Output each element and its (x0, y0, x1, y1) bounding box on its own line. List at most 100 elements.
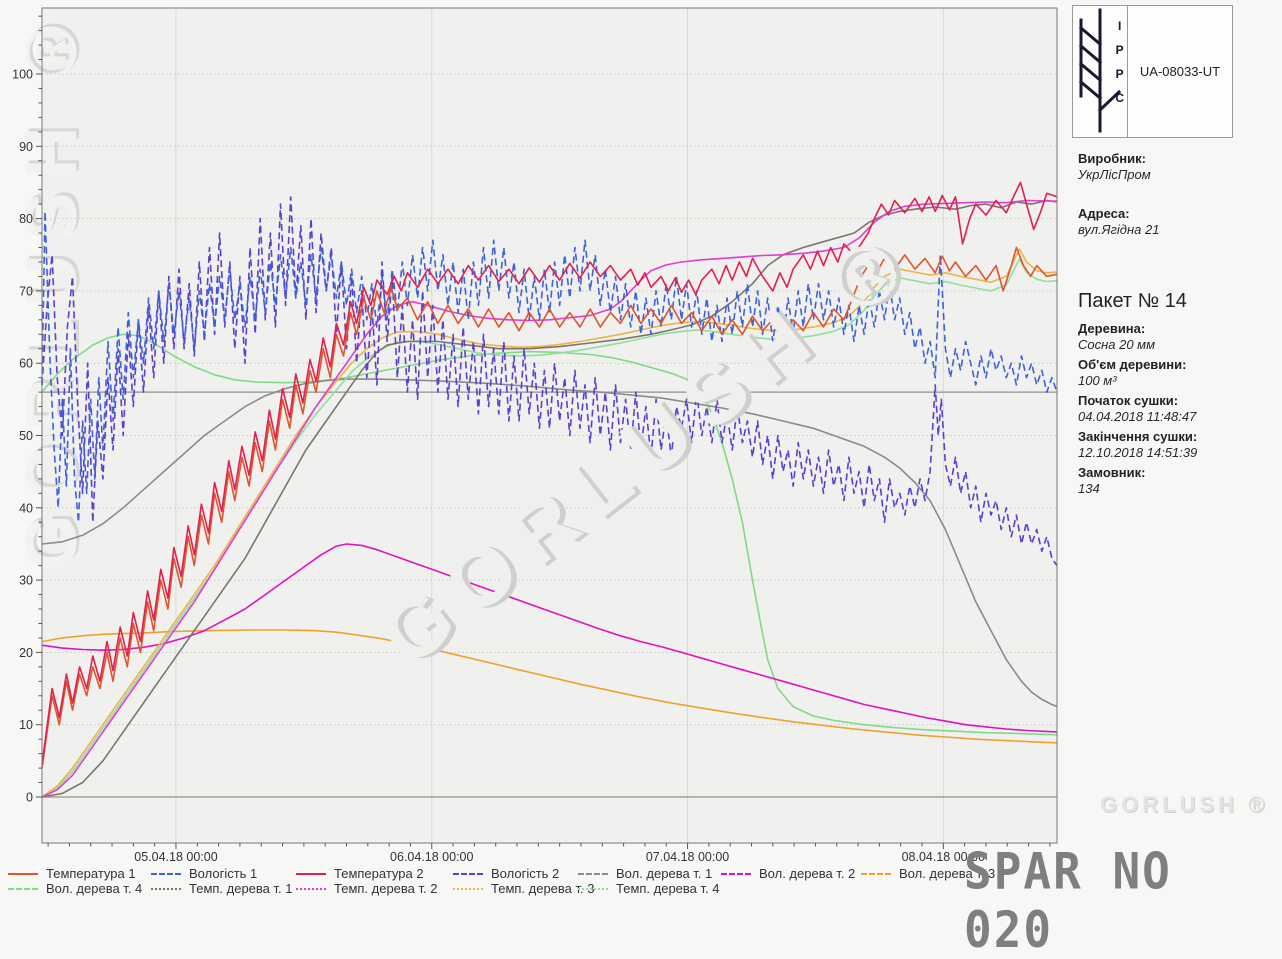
legend-swatch-hum2 (453, 872, 483, 875)
legend-label-hum2: Вологість 2 (491, 866, 560, 881)
x-tick-label: 07.04.18 00:00 (646, 850, 729, 864)
y-tick-label: 40 (19, 501, 33, 515)
legend-swatch-wm4 (8, 887, 38, 890)
legend-label-wt3: Темп. дерева т. 3 (491, 881, 595, 896)
legend-item-wm4: Вол. дерева т. 4 (8, 881, 151, 896)
legend-item-hum2: Вологість 2 (453, 866, 578, 881)
customer-value: 134 (1078, 481, 1100, 496)
legend-label-wt4: Темп. дерева т. 4 (616, 881, 720, 896)
address-value: вул.Ягідна 21 (1078, 222, 1160, 237)
y-tick-label: 90 (19, 140, 33, 154)
chart-legend: Температура 1 Вологість 1 Температура 2 Вол… (0, 866, 1068, 896)
device-display-code: SPAR NO 020 (964, 842, 1172, 959)
series-wt3-line (41, 248, 1058, 798)
ippc-letter: C (1115, 91, 1124, 105)
legend-swatch-temp1 (8, 872, 38, 875)
legend-swatch-wm2 (721, 872, 751, 875)
y-tick-label: 50 (19, 429, 33, 443)
ippc-letter: P (1115, 43, 1124, 57)
start-label: Початок сушки: (1078, 393, 1179, 408)
legend-item-temp1: Температура 1 (8, 866, 151, 881)
volume-label: Об'єм деревини: (1078, 357, 1187, 372)
legend-swatch-wm1 (578, 872, 608, 875)
legend-swatch-wt3 (453, 887, 483, 890)
legend-swatch-wt4 (578, 887, 608, 890)
legend-label-hum1: Вологість 1 (189, 866, 258, 881)
producer-label: Виробник: (1078, 151, 1146, 166)
legend-label-wm3: Вол. дерева т. 3 (899, 866, 996, 881)
x-tick-label: 06.04.18 00:00 (390, 850, 473, 864)
volume-block: Об'єм деревини: 100 м³ (1078, 357, 1186, 389)
plot-frame (41, 7, 1058, 844)
legend-label-temp1: Температура 1 (46, 866, 136, 881)
series-hum2-line (41, 196, 1058, 567)
legend-label-wm1: Вол. дерева т. 1 (616, 866, 713, 881)
series-wt2-line (41, 199, 1058, 798)
series-temp1-line (41, 246, 1058, 769)
ippc-wheat-icon (1078, 8, 1122, 133)
customer-label: Замовник: (1078, 465, 1146, 480)
producer-value: УкрЛісПром (1078, 167, 1151, 182)
volume-value: 100 м³ (1078, 373, 1117, 388)
series-hum1-line (41, 210, 1058, 524)
legend-label-wt1: Темп. дерева т. 1 (189, 881, 293, 896)
legend-item-wt3: Темп. дерева т. 3 (453, 881, 595, 896)
x-tick-label: 08.04.18 00:00 (902, 850, 985, 864)
series-wm1-line (41, 378, 1058, 708)
customer-block: Замовник: 134 (1078, 465, 1145, 497)
y-tick-label: 0 (26, 791, 33, 805)
legend-item-wm1: Вол. дерева т. 1 (578, 866, 721, 881)
legend-swatch-wt1 (151, 887, 181, 890)
series-wm4-line (41, 333, 1058, 736)
wood-label: Деревина: (1078, 321, 1146, 336)
series-wt4-line (41, 258, 1058, 798)
legend-label-temp2: Температура 2 (334, 866, 424, 881)
legend-item-wm3: Вол. дерева т. 3 (861, 866, 1068, 881)
legend-label-wm4: Вол. дерева т. 4 (46, 881, 143, 896)
series-temp2-line (41, 181, 1058, 765)
legend-item-wm2: Вол. дерева т. 2 (721, 866, 861, 881)
legend-item-wt4: Темп. дерева т. 4 (578, 881, 721, 896)
wood-block: Деревина: Сосна 20 мм (1078, 321, 1155, 353)
start-value: 04.04.2018 11:48:47 (1078, 409, 1197, 424)
packet-title: Пакет № 14 (1078, 290, 1187, 312)
legend-swatch-wt2 (296, 887, 326, 890)
legend-item-temp2: Температура 2 (296, 866, 453, 881)
legend-item-wt2: Темп. дерева т. 2 (296, 881, 453, 896)
legend-item-wt1: Темп. дерева т. 1 (151, 881, 296, 896)
y-tick-label: 70 (19, 284, 33, 298)
ippc-letter: P (1115, 67, 1124, 81)
wood-value: Сосна 20 мм (1078, 337, 1156, 352)
start-block: Початок сушки: 04.04.2018 11:48:47 (1078, 393, 1196, 425)
legend-label-wm2: Вол. дерева т. 2 (759, 866, 856, 881)
series-wt1-line (41, 199, 1058, 798)
legend-item-hum1: Вологість 1 (151, 866, 296, 881)
ippc-letter: I (1117, 19, 1122, 33)
series-wm2-line (41, 543, 1058, 733)
producer-block: Виробник: УкрЛісПром (1078, 151, 1151, 183)
series-wm3-line (41, 629, 1058, 744)
cert-code: UA-08033-UT (1139, 64, 1221, 79)
end-label: Закінчення сушки: (1078, 429, 1198, 444)
end-block: Закінчення сушки: 12.10.2018 14:51:39 (1078, 429, 1197, 461)
legend-swatch-temp2 (296, 872, 326, 875)
y-tick-label: 60 (19, 357, 33, 371)
end-value: 12.10.2018 14:51:39 (1078, 445, 1198, 460)
legend-swatch-wm3 (861, 872, 891, 875)
legend-label-wt2: Темп. дерева т. 2 (334, 881, 438, 896)
y-tick-label: 10 (19, 718, 33, 732)
y-tick-label: 80 (19, 212, 33, 226)
address-label: Адреса: (1078, 206, 1130, 221)
drying-chart: 0 10 20 30 40 50 60 70 80 90 100 05.04.18 00:00 06.0… (12, 7, 1058, 864)
y-tick-label: 100 (12, 68, 33, 82)
x-tick-label: 05.04.18 00:00 (134, 850, 217, 864)
y-tick-label: 30 (19, 574, 33, 588)
y-tick-label: 20 (19, 646, 33, 660)
address-block: Адреса: вул.Ягідна 21 (1078, 206, 1159, 238)
legend-swatch-hum1 (151, 872, 181, 875)
